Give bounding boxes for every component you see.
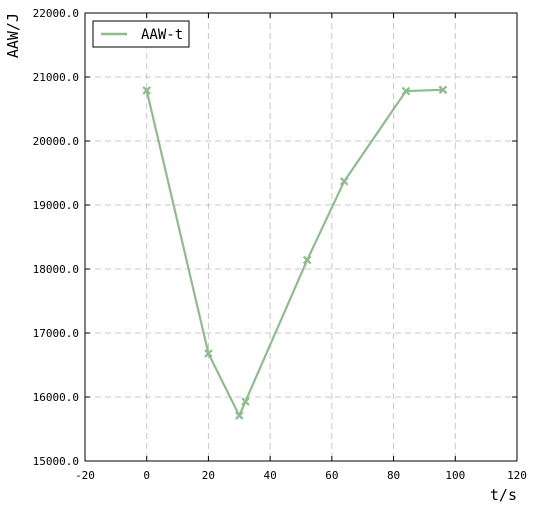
marker-stroke bbox=[241, 397, 250, 406]
x-tick-label: 100 bbox=[445, 469, 465, 482]
data-point-marker bbox=[438, 85, 448, 95]
plot-frame bbox=[84, 12, 518, 462]
y-tick-label: 20000.0 bbox=[33, 135, 79, 148]
grid-layer bbox=[85, 13, 517, 461]
y-tick-label: 16000.0 bbox=[33, 391, 79, 404]
marker-stroke bbox=[339, 177, 349, 186]
data-point-marker bbox=[204, 349, 213, 358]
data-point-marker bbox=[142, 86, 151, 95]
x-tick-label: 60 bbox=[325, 469, 338, 482]
marker-stroke bbox=[438, 85, 448, 95]
marker-stroke bbox=[302, 255, 312, 265]
x-tick-label: -20 bbox=[75, 469, 95, 482]
y-tick-label: 18000.0 bbox=[33, 263, 79, 276]
data-point-marker bbox=[302, 255, 312, 265]
x-tick-label: 20 bbox=[202, 469, 215, 482]
series-layer bbox=[142, 85, 448, 420]
data-point-marker bbox=[235, 411, 244, 420]
marker-stroke bbox=[204, 349, 213, 358]
legend: AAW-t bbox=[92, 20, 190, 48]
x-tick-label: 80 bbox=[387, 469, 400, 482]
series-line-aaw-t bbox=[145, 88, 443, 417]
marker-stroke bbox=[142, 86, 151, 95]
y-tick-label: 22000.0 bbox=[33, 7, 79, 20]
tick-layer: -20 0 20 40 60 80 100 120 15000.0 16000.0 17000.0 1… bbox=[33, 7, 527, 482]
data-point-marker bbox=[241, 397, 250, 406]
data-point-marker bbox=[401, 86, 411, 96]
data-point-marker bbox=[339, 177, 349, 186]
y-tick-label: 15000.0 bbox=[33, 455, 79, 468]
x-axis-title: t/s bbox=[490, 486, 517, 504]
y-tick-label: 17000.0 bbox=[33, 327, 79, 340]
legend-label: AAW-t bbox=[141, 27, 183, 43]
y-tick-label: 21000.0 bbox=[33, 71, 79, 84]
x-tick-label: 40 bbox=[264, 469, 277, 482]
x-tick-label: 120 bbox=[507, 469, 527, 482]
marker-stroke bbox=[235, 411, 244, 420]
x-tick-label: 0 bbox=[143, 469, 150, 482]
y-tick-label: 19000.0 bbox=[33, 199, 79, 212]
marker-stroke bbox=[401, 86, 411, 96]
y-axis-title: AAW/J bbox=[4, 13, 22, 58]
